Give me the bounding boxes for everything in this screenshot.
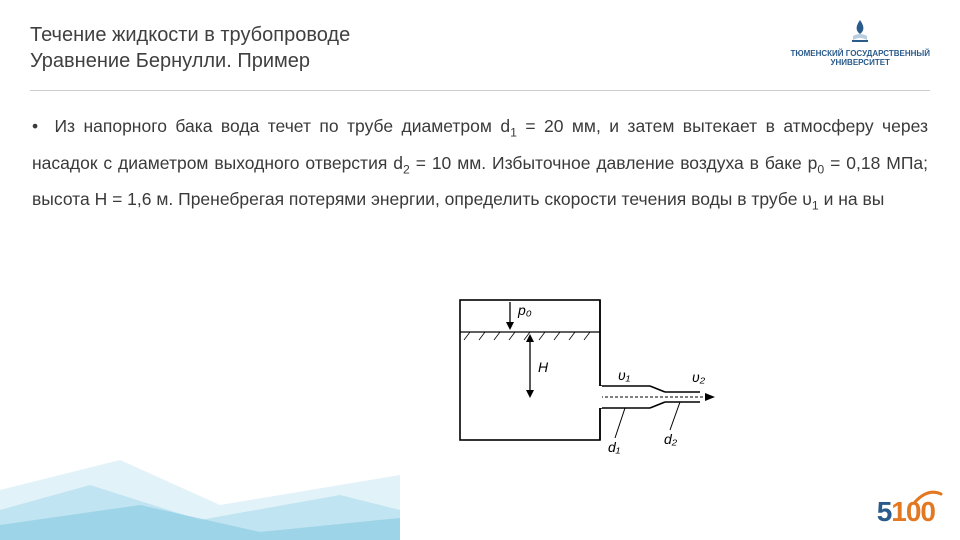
program-logo: 5100 bbox=[877, 496, 935, 528]
label-d2: d₂ bbox=[664, 431, 678, 447]
text-part-4: и на вы bbox=[819, 189, 885, 209]
university-logo: ТЮМЕНСКИЙ ГОСУДАРСТВЕННЫЙ УНИВЕРСИТЕТ bbox=[790, 18, 930, 67]
slide-decoration bbox=[0, 450, 400, 540]
sub-d2: 2 bbox=[403, 162, 410, 176]
problem-text: • Из напорного бака вода течет по трубе … bbox=[0, 91, 960, 219]
text-part-2: = 10 мм. Избыточное давление воздуха в б… bbox=[410, 153, 818, 173]
label-d1: d₁ bbox=[608, 439, 621, 455]
label-p0: p₀ bbox=[517, 302, 532, 318]
text-part-0: Из напорного бака вода течет по трубе ди… bbox=[54, 116, 510, 136]
sub-d1: 1 bbox=[510, 126, 517, 140]
bullet-icon: • bbox=[32, 109, 46, 145]
logo-5: 5 bbox=[877, 496, 892, 527]
label-v1: υ₁ bbox=[618, 367, 631, 383]
tank-diagram: p₀ H υ₁ υ₂ d₁ d₂ bbox=[440, 290, 720, 460]
flame-icon bbox=[849, 18, 871, 44]
swoosh-icon bbox=[913, 486, 943, 506]
label-H: H bbox=[538, 359, 549, 375]
sub-v1: 1 bbox=[812, 199, 819, 213]
label-v2: υ₂ bbox=[692, 369, 706, 385]
logo-text-2: УНИВЕРСИТЕТ bbox=[790, 59, 930, 68]
slide-header: Течение жидкости в трубопроводе Уравнени… bbox=[0, 0, 960, 84]
